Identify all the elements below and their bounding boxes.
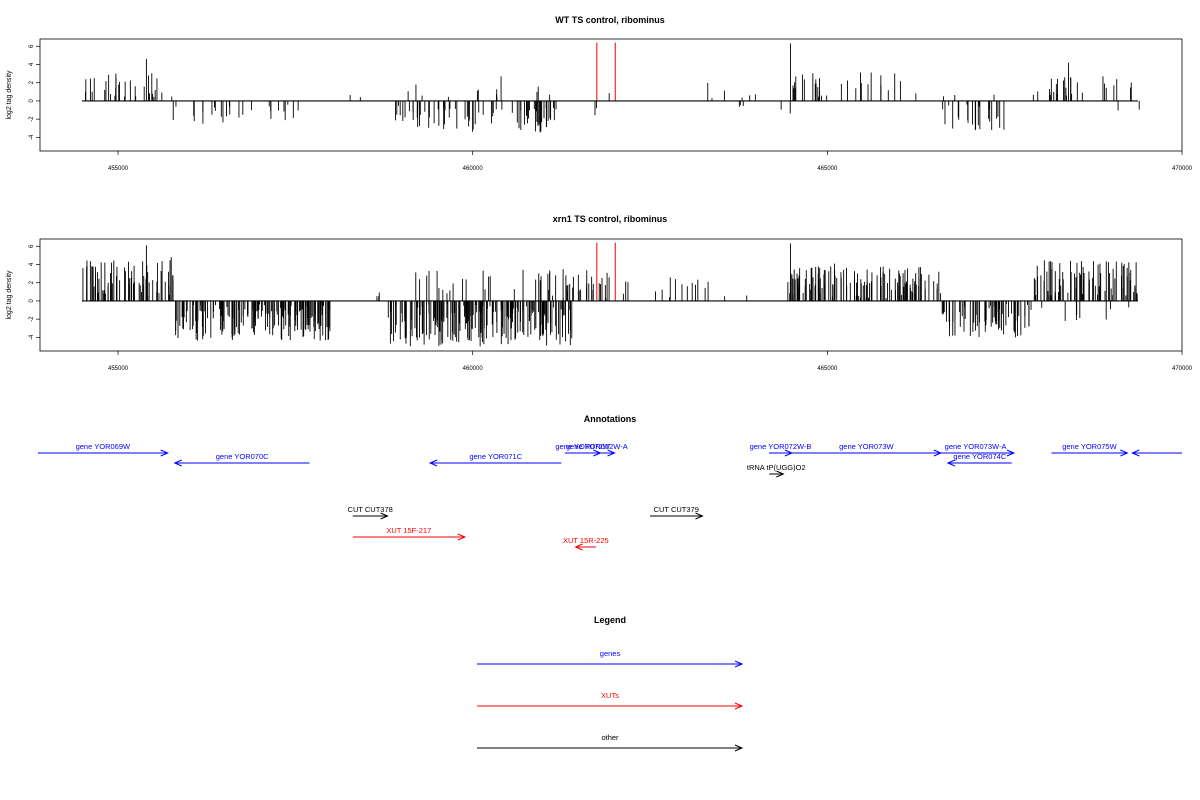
xrn1-marker-lines — [596, 242, 616, 301]
feature-arrow-0-head — [160, 449, 169, 457]
xrn1-plot-frame — [39, 238, 1183, 352]
wt-density-panel: WT TS control, ribominus log2 tag densit… — [6, 15, 1193, 172]
wt-plot-frame — [39, 38, 1183, 152]
legend-arrow-xuts-head — [734, 702, 744, 710]
feature-label-4: gene YOR072W-A — [566, 442, 628, 451]
feature-label-5: gene YOR072W-B — [750, 442, 812, 451]
xrn1-x-tick-label: 460000 — [463, 366, 484, 372]
feature-cut-cut378: CUT CUT378 — [348, 505, 393, 520]
wt-x-axis: 455000 460000 465000 470000 — [108, 151, 1193, 172]
feature-label-9: gene YOR075W — [1062, 442, 1117, 451]
feature-arrow-13-head — [695, 512, 704, 520]
wt-x-tick-label: 465000 — [817, 166, 838, 172]
xrn1-y-axis-label: log2 tag density — [6, 270, 13, 320]
legend-item-xuts: XUTs — [477, 691, 744, 710]
feature-arrow-1-head — [173, 459, 182, 467]
feature-gene-yor070c: gene YOR070C — [173, 452, 310, 467]
feature-arrow-11-head — [776, 470, 785, 478]
xrn1-y-tick-label: 2 — [29, 280, 35, 284]
legend-label-genes: genes — [600, 649, 621, 658]
feature-gene-yor075w: gene YOR075W — [1051, 442, 1129, 457]
xrn1-y-tick-label: 6 — [29, 244, 35, 248]
legend-arrow-genes-head — [734, 660, 744, 668]
wt-x-tick-label: 455000 — [108, 166, 129, 172]
xrn1-y-tick-label: -4 — [29, 334, 35, 340]
feature-trna-tp-ugg-o2: tRNA tP(UGG)O2 — [747, 463, 806, 478]
xrn1-y-tick-label: -2 — [29, 316, 35, 322]
feature-label-15: XUT 15R-225 — [563, 536, 609, 545]
wt-y-tick-label: 0 — [29, 99, 35, 103]
feature-gene-yor073w-a: gene YOR073W-A — [937, 442, 1016, 457]
feature-label-7: gene YOR073W-A — [945, 442, 1007, 451]
feature-unlabeled-10 — [1131, 449, 1182, 457]
legend-label-xuts: XUTs — [601, 691, 619, 700]
feature-arrow-14-head — [457, 533, 467, 541]
feature-gene-yor074c: gene YOR074C — [946, 452, 1012, 467]
feature-arrow-2-head — [428, 459, 438, 467]
wt-y-tick-label: 2 — [29, 80, 35, 84]
legend: Legend genes XUTs other — [477, 615, 744, 752]
xrn1-density-panel: xrn1 TS control, ribominus log2 tag dens… — [6, 214, 1193, 372]
legend-item-other: other — [477, 733, 744, 752]
feature-arrow-10-head — [1131, 449, 1140, 457]
feature-label-14: XUT 15F-217 — [386, 526, 431, 535]
xrn1-x-tick-label: 465000 — [817, 366, 838, 372]
feature-arrows: gene YOR069W gene YOR070C gene YOR071C gene… — [38, 442, 1182, 551]
legend-label-other: other — [601, 733, 619, 742]
feature-label-3: gene YOR072W — [555, 442, 610, 451]
wt-y-tick-label: 4 — [29, 62, 35, 66]
feature-arrow-12-head — [380, 512, 389, 520]
xrn1-bars — [82, 243, 1138, 347]
feature-arrow-4-head — [607, 449, 616, 457]
wt-y-axis: -4 -2 0 2 4 6 — [29, 44, 40, 140]
feature-gene-yor073w: gene YOR073W — [791, 442, 943, 457]
feature-gene-yor069w: gene YOR069W — [38, 442, 169, 457]
feature-label-13: CUT CUT379 — [654, 505, 699, 514]
feature-arrow-8-head — [946, 459, 956, 467]
wt-y-axis-label: log2 tag density — [6, 70, 13, 120]
wt-x-tick-label: 470000 — [1172, 166, 1193, 172]
wt-y-tick-label: 6 — [29, 44, 35, 48]
feature-gene-yor072w-b: gene YOR072W-B — [750, 442, 812, 457]
feature-arrow-15-head — [574, 543, 583, 551]
wt-y-tick-label: -2 — [29, 116, 35, 122]
xrn1-y-axis: -4 -2 0 2 4 6 — [29, 244, 40, 340]
feature-label-6: gene YOR073W — [839, 442, 894, 451]
annotations-title: Annotations — [584, 414, 637, 424]
legend-title: Legend — [594, 615, 626, 625]
feature-label-2: gene YOR071C — [469, 452, 522, 461]
feature-gene-yor071c: gene YOR071C — [428, 452, 562, 467]
wt-marker-lines — [596, 42, 616, 101]
wt-y-tick-label: -4 — [29, 134, 35, 140]
feature-label-12: CUT CUT378 — [348, 505, 393, 514]
feature-arrow-7-head — [1006, 449, 1016, 457]
wt-bars — [85, 43, 1140, 133]
legend-arrow-other-head — [734, 744, 744, 752]
feature-cut-cut379: CUT CUT379 — [650, 505, 704, 520]
legend-items: genes XUTs other — [477, 649, 744, 752]
xrn1-y-tick-label: 0 — [29, 299, 35, 303]
feature-label-1: gene YOR070C — [216, 452, 269, 461]
wt-x-tick-label: 460000 — [463, 166, 484, 172]
feature-label-0: gene YOR069W — [76, 442, 131, 451]
feature-arrow-9-head — [1120, 449, 1129, 457]
feature-gene-yor072w-a: gene YOR072W-A — [566, 442, 628, 457]
xrn1-x-tick-label: 455000 — [108, 366, 129, 372]
xrn1-panel-title: xrn1 TS control, ribominus — [553, 214, 668, 224]
feature-label-8: gene YOR074C — [953, 452, 1006, 461]
xrn1-x-tick-label: 470000 — [1172, 366, 1193, 372]
feature-xut-15f-217: XUT 15F-217 — [352, 526, 467, 541]
xrn1-y-tick-label: 4 — [29, 262, 35, 266]
feature-xut-15r-225: XUT 15R-225 — [563, 536, 609, 551]
wt-panel-title: WT TS control, ribominus — [555, 15, 665, 25]
feature-label-11: tRNA tP(UGG)O2 — [747, 463, 806, 472]
legend-item-genes: genes — [477, 649, 744, 668]
xrn1-x-axis: 455000 460000 465000 470000 — [108, 351, 1193, 372]
